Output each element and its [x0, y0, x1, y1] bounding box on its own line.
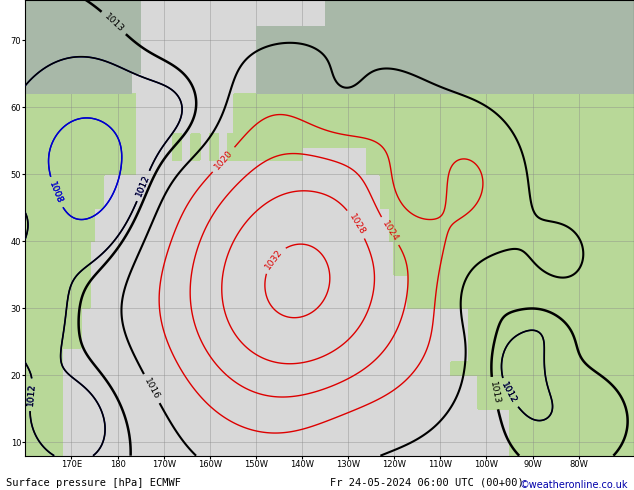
- Text: 1012: 1012: [134, 173, 152, 198]
- Text: ©weatheronline.co.uk: ©weatheronline.co.uk: [519, 480, 628, 490]
- Text: 1012: 1012: [500, 381, 519, 405]
- Text: 1020: 1020: [212, 148, 235, 171]
- Text: Fr 24-05-2024 06:00 UTC (00+00): Fr 24-05-2024 06:00 UTC (00+00): [330, 478, 524, 488]
- Text: 1012: 1012: [500, 381, 519, 405]
- Text: 1032: 1032: [263, 247, 284, 271]
- Text: 1024: 1024: [380, 219, 400, 243]
- Text: Surface pressure [hPa] ECMWF: Surface pressure [hPa] ECMWF: [6, 478, 181, 488]
- Text: 1012: 1012: [134, 173, 152, 198]
- Text: 1028: 1028: [347, 212, 366, 236]
- Text: 1013: 1013: [102, 12, 126, 34]
- Text: 1012: 1012: [26, 383, 37, 407]
- Text: 1012: 1012: [26, 383, 37, 407]
- Text: 1016: 1016: [142, 376, 161, 401]
- Text: 1013: 1013: [488, 381, 501, 405]
- Text: 1008: 1008: [48, 180, 64, 205]
- Text: 1008: 1008: [48, 180, 64, 205]
